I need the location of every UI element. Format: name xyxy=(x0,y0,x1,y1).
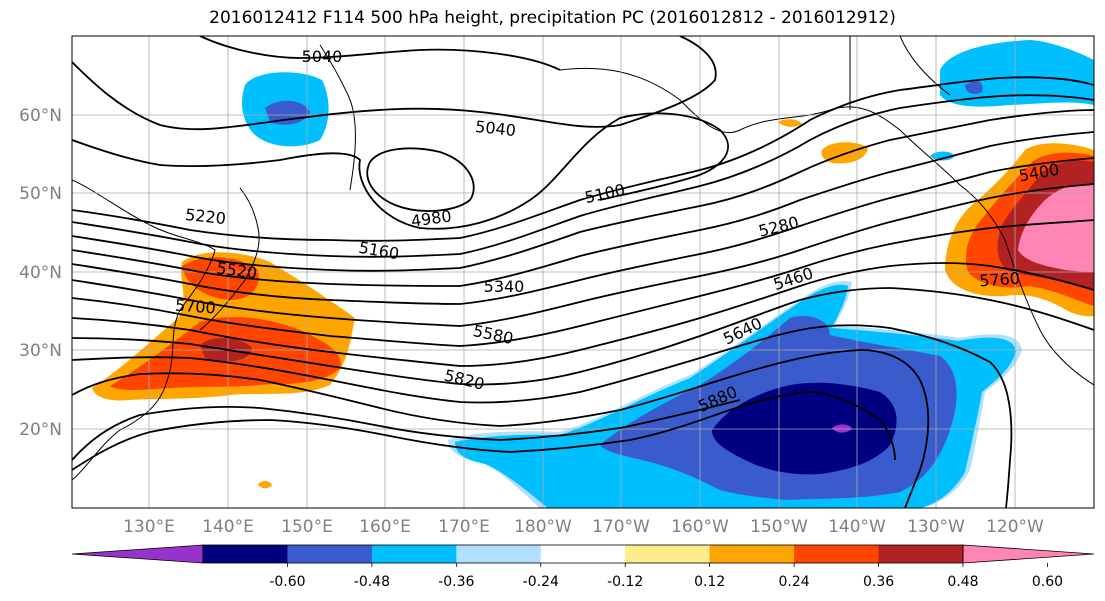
longitude-tick-label: 180°W xyxy=(514,517,572,537)
colorbar-tick-label: -0.48 xyxy=(354,574,390,590)
contour-labels: 5040 5040 4980 5100 5220 5160 5280 5400 … xyxy=(174,47,1060,416)
latitude-labels: 60°N 50°N 40°N 30°N 20°N xyxy=(19,106,62,440)
height-contour-5160 xyxy=(72,76,1094,242)
coastlines xyxy=(72,36,1094,481)
height-contours xyxy=(72,36,1094,508)
colorbar-tick-label: -0.12 xyxy=(607,574,643,590)
negative-anomaly-peak xyxy=(832,424,852,433)
colorbar-extend-high xyxy=(962,544,1095,564)
height-contour-5400 xyxy=(72,157,1094,305)
contour-label: 5700 xyxy=(174,296,216,318)
contour-label: 5040 xyxy=(302,47,343,66)
height-contour-5220 xyxy=(72,94,1094,258)
colorbar-tick-labels: -0.60 -0.48 -0.36 -0.24 -0.12 0.12 0.24 0.36 0.4… xyxy=(269,563,1063,590)
height-contour-4980 xyxy=(366,147,475,212)
map-panel: 5040 5040 4980 5100 5220 5160 5280 5400 … xyxy=(72,36,1094,508)
longitude-tick-label: 120°W xyxy=(986,517,1044,537)
colorbar-tick-label: 0.48 xyxy=(947,574,978,590)
latitude-tick-label: 30°N xyxy=(19,341,62,361)
colorbar-segment xyxy=(287,545,373,563)
height-contour-5760 xyxy=(72,349,930,508)
height-contour-5640 xyxy=(72,287,1094,386)
longitude-labels: 130°E 140°E 150°E 160°E 170°E 180°W 170°W 160°W… xyxy=(123,517,1044,537)
height-contour-5580 xyxy=(72,262,1094,367)
positive-anomaly-peak-east xyxy=(1018,184,1094,272)
latitude-tick-label: 50°N xyxy=(19,184,62,204)
negative-anomaly-pacific-core xyxy=(712,382,897,475)
latitude-tick-label: 20°N xyxy=(19,420,62,440)
colorbar-tick-label: 0.24 xyxy=(779,574,810,590)
height-contour-5820 xyxy=(72,399,741,461)
coastline-asia xyxy=(72,179,216,481)
negative-anomaly-canada-core xyxy=(965,80,983,94)
height-contour-5700 xyxy=(72,324,1013,508)
contour-label: 5040 xyxy=(474,117,516,140)
coastline-japan xyxy=(199,187,260,331)
longitude-tick-label: 130°W xyxy=(907,517,965,537)
longitude-tick-label: 150°E xyxy=(281,517,333,537)
colorbar-segment xyxy=(456,545,542,563)
colorbar-tick-label: -0.60 xyxy=(269,574,305,590)
contour-label: 5340 xyxy=(484,277,525,296)
colorbar-segment xyxy=(794,545,880,563)
coastline-kamchatka xyxy=(319,44,356,191)
longitude-tick-label: 140°E xyxy=(202,517,254,537)
colorbar-extend-low xyxy=(71,544,204,564)
latitude-tick-label: 60°N xyxy=(19,106,62,126)
longitude-tick-label: 170°E xyxy=(438,517,490,537)
chart-title: 2016012412 F114 500 hPa height, precipit… xyxy=(209,8,896,28)
graticule xyxy=(72,36,1094,508)
longitude-tick-label: 150°W xyxy=(750,517,808,537)
height-contour-5040-north xyxy=(72,36,717,131)
height-contour-5520 xyxy=(72,219,1094,347)
colorbar-tick-label: 0.60 xyxy=(1032,574,1063,590)
colorbar-frame xyxy=(202,544,964,564)
colorbar-tick-label: 0.36 xyxy=(863,574,894,590)
height-contour-5280 xyxy=(72,109,1094,272)
colorbar-tick-label: -0.24 xyxy=(523,574,559,590)
small-positive-spot-alaska xyxy=(778,119,802,127)
longitude-tick-label: 170°W xyxy=(592,517,650,537)
colorbar-tick-label: -0.36 xyxy=(438,574,474,590)
small-anomaly-spot xyxy=(258,481,272,489)
colorbar-tick-label: 0.12 xyxy=(694,574,725,590)
longitude-tick-label: 140°W xyxy=(828,517,886,537)
positive-anomaly-north-japan xyxy=(182,257,259,300)
contour-label: 5100 xyxy=(583,180,627,207)
coastline-canada-north xyxy=(849,36,951,110)
longitude-tick-label: 130°E xyxy=(123,517,175,537)
colorbar-segment xyxy=(878,545,964,563)
contour-label: 5460 xyxy=(771,263,816,294)
height-contour-5040-upper xyxy=(199,36,561,71)
colorbar xyxy=(71,544,1095,564)
colorbar-segment xyxy=(625,545,711,563)
height-contour-5460 xyxy=(72,183,1094,327)
colorbar-segment xyxy=(203,545,288,563)
colorbar-segment xyxy=(371,545,457,563)
contour-label: 5760 xyxy=(979,269,1021,291)
longitude-tick-label: 160°W xyxy=(671,517,729,537)
colorbar-segment xyxy=(709,545,795,563)
height-contour-5880 xyxy=(72,391,896,471)
latitude-tick-label: 40°N xyxy=(19,263,62,283)
height-contour-5340 xyxy=(72,131,1094,287)
map-frame xyxy=(71,35,1095,509)
colorbar-segment xyxy=(540,545,626,563)
longitude-tick-label: 160°E xyxy=(359,517,411,537)
contour-label: 5220 xyxy=(184,205,226,228)
contour-label: 5160 xyxy=(357,238,400,264)
coastline-alaska xyxy=(559,67,1094,386)
height-contour-5100 xyxy=(72,112,729,230)
